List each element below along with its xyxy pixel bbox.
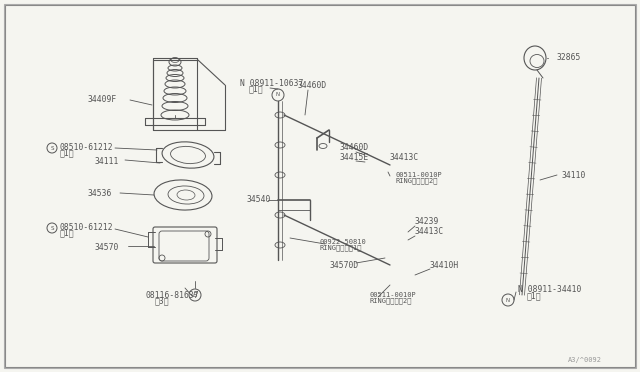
Text: RINGリング（2）: RINGリング（2） <box>370 298 413 304</box>
Text: 00511-0010P: 00511-0010P <box>395 172 442 178</box>
Text: 34540: 34540 <box>247 196 271 205</box>
Text: 34239: 34239 <box>415 218 440 227</box>
Text: 08510-61212: 08510-61212 <box>60 142 114 151</box>
Text: N: N <box>276 93 280 97</box>
Text: 08116-81637: 08116-81637 <box>145 291 198 299</box>
Text: 34570D: 34570D <box>330 260 359 269</box>
Text: 00922-50810: 00922-50810 <box>320 239 367 245</box>
Text: B: B <box>193 292 197 298</box>
Text: S: S <box>51 145 54 151</box>
Text: （3）: （3） <box>155 296 170 305</box>
Text: 34410H: 34410H <box>430 260 460 269</box>
Text: 34413C: 34413C <box>390 154 419 163</box>
Text: 34536: 34536 <box>88 189 113 198</box>
Text: 34570: 34570 <box>95 244 120 253</box>
Text: 34110: 34110 <box>562 170 586 180</box>
Text: 34111: 34111 <box>95 157 120 167</box>
Text: （1）: （1） <box>527 292 541 301</box>
Text: （1）: （1） <box>249 84 264 93</box>
Text: N 08911-34410: N 08911-34410 <box>518 285 581 295</box>
Text: RINGリング（1）: RINGリング（1） <box>320 245 362 251</box>
Text: （1）: （1） <box>60 148 75 157</box>
Text: N: N <box>506 298 510 302</box>
Text: 34460D: 34460D <box>340 144 369 153</box>
Text: 34413C: 34413C <box>415 228 444 237</box>
Text: A3/^0092: A3/^0092 <box>568 357 602 363</box>
Text: 34409F: 34409F <box>88 96 117 105</box>
Text: （1）: （1） <box>60 228 75 237</box>
Text: 34460D: 34460D <box>298 80 327 90</box>
Text: 00511-0010P: 00511-0010P <box>370 292 417 298</box>
Text: 34415E: 34415E <box>340 154 369 163</box>
Text: RINGリング（2）: RINGリング（2） <box>395 178 438 184</box>
Text: 08510-61212: 08510-61212 <box>60 222 114 231</box>
Text: S: S <box>51 225 54 231</box>
Text: N 08911-10637: N 08911-10637 <box>240 78 303 87</box>
Text: 32865: 32865 <box>557 54 581 62</box>
